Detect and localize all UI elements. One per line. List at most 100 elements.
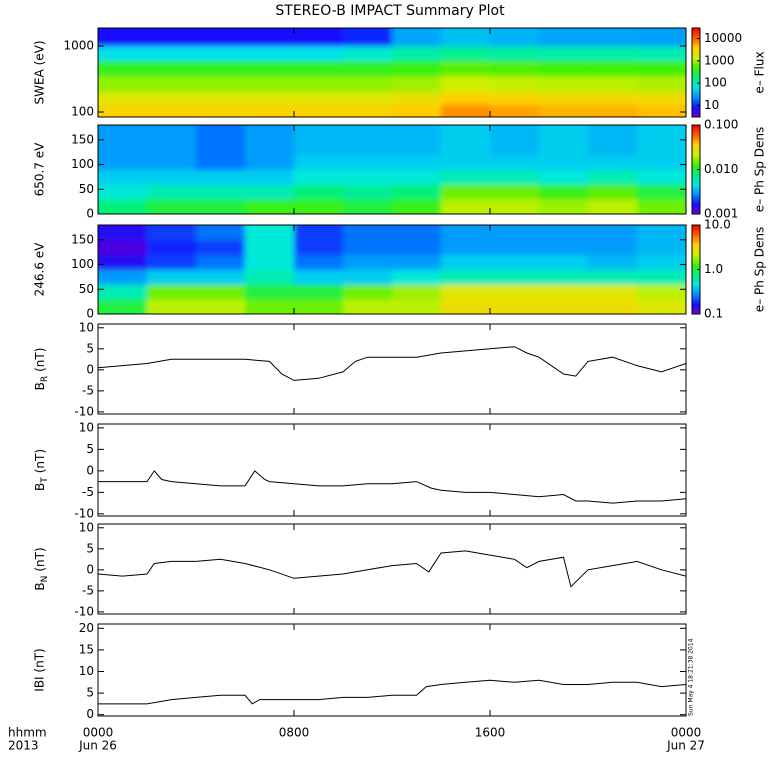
spectrogram-cell [343,154,393,170]
spectrogram-cell [392,125,442,141]
spectrogram-cell [441,45,491,62]
colorbar-step [692,69,700,72]
spectrogram-cell [441,76,491,93]
spectrogram-cell [98,76,148,93]
x-tick-label: 0000 [671,726,702,740]
y-tick-label: 0 [86,307,94,321]
spectrogram-cell [245,154,295,170]
colorbar-step [692,109,700,112]
spectrogram-cell [490,92,540,105]
colorbar-step [692,244,700,247]
y-axis-label-unit: (nT) [33,547,47,571]
colorbar-step [692,100,700,103]
spectrogram-cells [98,28,686,117]
spectrogram-cell [196,169,246,185]
spectrogram-cell [343,169,393,185]
colorbar-step [692,191,700,194]
colorbar-step [692,236,700,239]
y-tick-label: -5 [82,383,94,397]
colorbar-step [692,114,700,116]
spectrogram-cell [637,299,686,314]
colorbar-step [692,41,700,44]
y-tick-label: 10 [79,420,94,434]
panel-frame [97,523,687,615]
spectrogram-cell [637,104,686,117]
spectrogram-cell [98,92,148,105]
spectrogram-cell [588,269,638,285]
colorbar-step [692,285,700,288]
colorbar-step [692,94,700,97]
colorbar-step [692,278,700,281]
spectrogram-cell [245,60,295,77]
y-axis-label-symbol: B [33,582,47,590]
spectrogram-cell [392,45,442,62]
spectrogram-cell [539,199,589,214]
colorbar-step [692,279,700,282]
spectrogram-cell [147,76,197,93]
spectrogram-cell [637,254,686,270]
colorbar-step [692,79,700,82]
x-tick-label: 0000 [83,726,114,740]
colorbar-step [692,68,700,70]
spectrogram-cell [196,269,246,285]
colorbar-step [692,132,700,135]
spectrogram-cell [637,76,686,93]
colorbar-step [692,30,700,33]
colorbar-step [692,153,700,155]
spectrogram-cell [147,45,197,62]
colorbar-step [692,36,700,39]
y-axis-label-subscript: T [40,477,50,484]
spectrogram-cell [196,254,246,270]
spectrogram-cell [196,76,246,93]
colorbar-step [692,65,700,67]
colorbar-step [692,256,700,258]
spectrogram-cell [588,125,638,141]
y-axis-label: BR (nT) [33,348,50,391]
spectrogram-cell [294,239,344,256]
colorbar-step [692,206,700,209]
spectrogram-cell [588,60,638,77]
colorbar-step [692,28,700,30]
colorbar-step [692,205,700,207]
colorbar-step [692,32,700,35]
spectrogram-cell [98,299,148,314]
spectrogram-cell [147,28,197,47]
spectrogram-cell [637,225,686,241]
colorbar-step [692,56,700,58]
spectrogram-cell [539,154,589,170]
colorbar-step [692,194,700,197]
colorbar-step [692,247,700,250]
spectrogram-cell [343,225,393,241]
colorbar-step [692,84,700,87]
spectrogram-cell [147,199,197,214]
colorbar-step [692,112,700,115]
spectrogram-cell [196,125,246,141]
y-tick-label: 0 [86,362,94,376]
spectrogram-cell [392,76,442,93]
colorbar-step [692,81,700,84]
spectrogram-cell [588,76,638,93]
spectrogram-cell [98,169,148,185]
spectrogram-cells [98,125,686,214]
spectrogram-cell [637,60,686,77]
spectrogram-cell [294,125,344,141]
year-label: 2013 [8,739,39,753]
spectrogram-cell [196,299,246,314]
spectrogram [98,225,686,314]
spectrogram-cell [539,269,589,285]
y-axis-label: IBI (nT) [33,648,47,691]
colorbar-step [692,266,700,269]
colorbar-step [692,245,700,248]
colorbar-step [692,299,700,301]
spectrogram-cell [294,139,344,156]
spectrogram-cell [294,225,344,241]
field-line [98,679,686,705]
spectrogram-cell [539,184,589,200]
spectrogram-cell [392,225,442,241]
spectrogram-cell [98,239,148,256]
spectrogram-cell [539,299,589,314]
colorbar-step [692,203,700,206]
colorbar-step [692,181,700,184]
y-axis-label: SWEA (eV) [33,40,47,104]
panel-frame [97,124,687,215]
